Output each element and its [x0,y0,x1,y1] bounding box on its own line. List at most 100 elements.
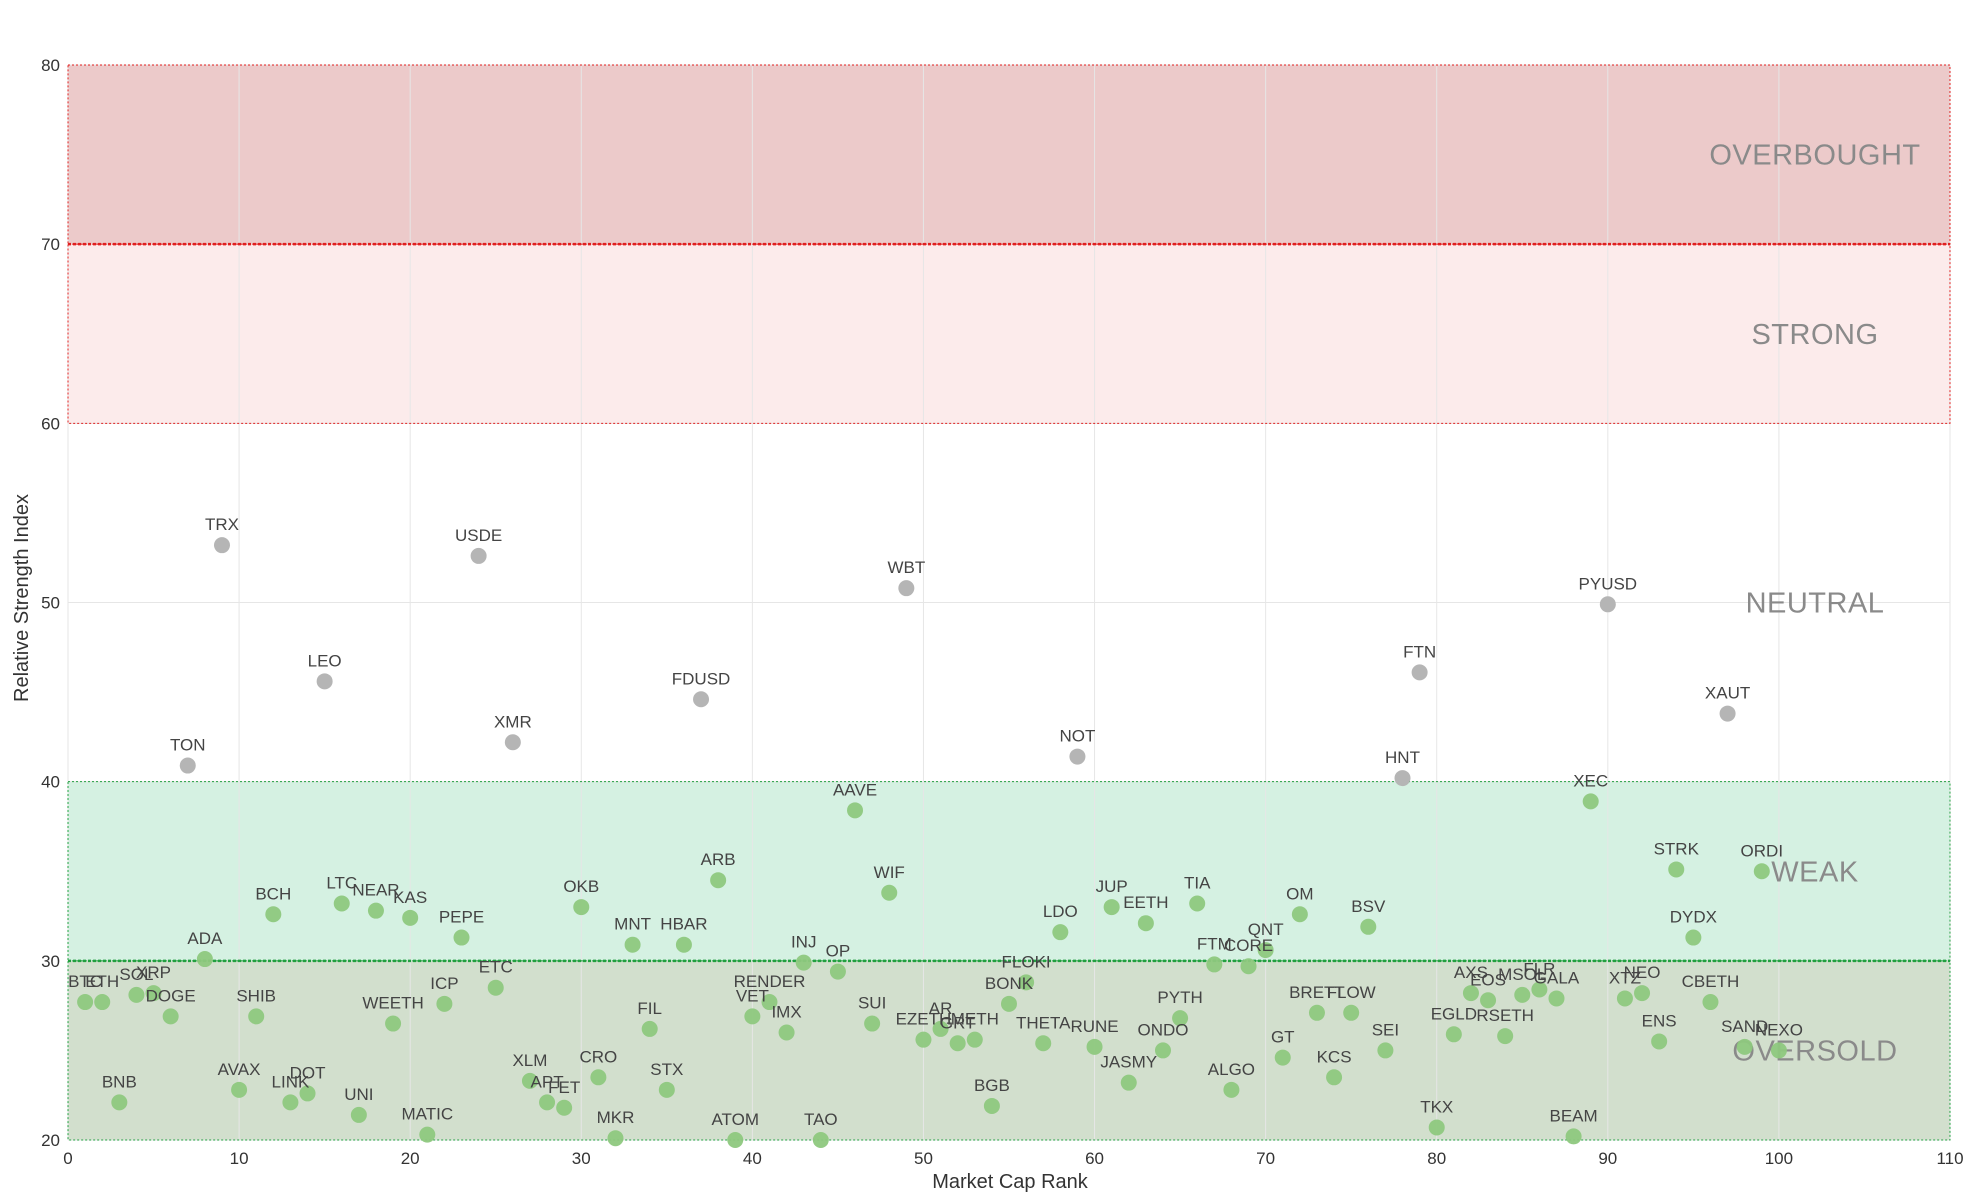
point-label-imx: IMX [771,1003,801,1022]
point-label-op: OP [826,942,851,961]
y-axis-title: Relative Strength Index [11,494,33,702]
x-axis-title: Market Cap Rank [932,1171,1089,1193]
data-point-uni [350,1106,367,1123]
point-label-wbt: WBT [887,558,925,577]
x-tick-label: 50 [914,1149,933,1168]
zone-band-strong [68,244,1950,424]
point-label-tao: TAO [804,1110,838,1129]
data-point-ltc [333,895,350,912]
zone-band-overbought [68,65,1950,245]
data-point-shib [248,1008,265,1025]
data-point-near [367,902,384,919]
data-point-bonk [1001,995,1017,1012]
data-point-qnt [1257,942,1274,959]
data-point-xrp [145,985,162,1002]
data-point-kas [402,909,419,926]
data-point-pepe [453,929,470,946]
point-label-xec: XEC [1573,771,1608,790]
data-point-floki [1018,974,1035,991]
y-tick-label: 40 [41,773,60,792]
point-label-bch: BCH [255,884,291,903]
data-point-fdusd [693,691,710,708]
data-point-weeth [385,1015,402,1032]
data-point-nexo [1770,1042,1787,1059]
point-label-vet: VET [736,986,769,1005]
zone-label-strong: STRONG [1751,319,1878,351]
point-label-trx: TRX [205,515,239,534]
point-label-sol: SOL [119,965,153,984]
threshold-lines [67,64,1951,1141]
data-point-gt [1274,1049,1291,1066]
data-point-eeth [1137,915,1154,932]
data-point-rseth [1497,1028,1514,1045]
point-label-mnt: MNT [614,915,651,934]
data-point-etc [487,979,504,996]
data-point-imx [778,1024,795,1041]
data-point-cro [590,1069,607,1086]
x-tick-label: 0 [63,1149,72,1168]
data-point-op [829,963,846,980]
data-point-inj [795,954,812,971]
point-label-nexo: NEXO [1755,1020,1803,1039]
data-point-ada [196,951,213,968]
point-label-hnt: HNT [1385,748,1420,767]
point-label-ldo: LDO [1043,902,1078,921]
point-label-eeth: EETH [1123,893,1168,912]
data-point-cbeth [1702,994,1719,1011]
data-point-okb [573,899,590,916]
x-tick-label: 90 [1598,1149,1617,1168]
data-point-rune [1086,1038,1103,1055]
data-point-xec [1582,793,1599,810]
x-tick-label: 80 [1427,1149,1446,1168]
y-tick-label: 60 [41,414,60,433]
point-label-matic: MATIC [401,1105,453,1124]
zone-label-neutral: NEUTRAL [1746,588,1885,620]
point-label-tkx: TKX [1420,1097,1453,1116]
weak-border [67,781,1951,962]
data-point-meth [966,1031,983,1048]
x-tick-label: 60 [1085,1149,1104,1168]
point-label-neo: NEO [1624,963,1661,982]
data-point-jasmy [1120,1074,1137,1091]
data-point-leo [316,673,333,690]
point-label-apt: APT [531,1072,564,1091]
point-label-shib: SHIB [236,986,276,1005]
point-label-stx: STX [650,1060,683,1079]
point-label-atom: ATOM [711,1110,759,1129]
data-point-beam [1565,1128,1582,1145]
point-label-ton: TON [170,736,206,755]
point-label-mkr: MKR [597,1108,635,1127]
data-point-core [1240,958,1257,975]
y-tick-label: 80 [41,56,60,75]
data-point-xlm [521,1072,538,1089]
data-point-render [761,994,778,1011]
point-label-theta: THETA [1016,1013,1071,1032]
data-point-grt [949,1035,966,1052]
point-label-bsv: BSV [1351,897,1386,916]
point-label-grt: GRT [940,1013,976,1032]
point-label-cro: CRO [579,1047,617,1066]
point-label-ar: AR [929,999,953,1018]
point-label-sand: SAND [1721,1017,1768,1036]
data-point-hbar [675,936,692,953]
point-label-link: LINK [272,1072,310,1091]
point-label-kas: KAS [393,888,427,907]
point-label-axs: AXS [1454,963,1488,982]
point-label-flr: FLR [1523,960,1555,979]
point-label-pyth: PYTH [1157,988,1202,1007]
point-label-flow: FLOW [1327,983,1376,1002]
point-label-dydx: DYDX [1670,908,1717,927]
point-label-arb: ARB [701,850,736,869]
data-point-eos [1480,992,1497,1009]
point-label-dot: DOT [290,1063,326,1082]
data-point-ftn [1411,664,1428,681]
point-label-msol: MSOL [1498,965,1546,984]
point-label-fil: FIL [637,999,662,1018]
point-label-avax: AVAX [218,1060,261,1079]
zone-band-weak [68,781,1950,961]
point-label-ada: ADA [187,929,223,948]
data-point-xaut [1719,705,1736,722]
point-label-strk: STRK [1654,839,1700,858]
data-point-neo [1634,985,1651,1002]
data-point-hnt [1394,770,1411,787]
